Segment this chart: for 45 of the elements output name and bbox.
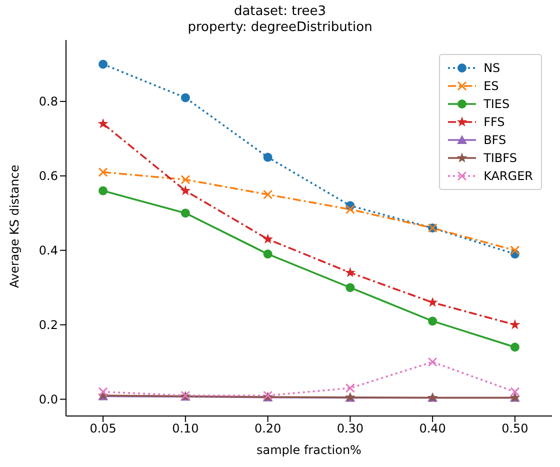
point	[263, 190, 273, 200]
point	[98, 167, 108, 177]
point	[180, 93, 190, 102]
legend-label: NS	[484, 60, 500, 77]
point	[510, 246, 520, 256]
point	[180, 208, 190, 218]
legend-label: KARGER	[484, 168, 533, 185]
point	[180, 185, 191, 196]
point	[262, 234, 274, 244]
chart-title: dataset: tree3	[232, 4, 328, 20]
point	[346, 283, 355, 292]
x-tick-label: 0.50	[502, 422, 528, 436]
y-tick-label: 0.0	[38, 392, 58, 407]
point	[98, 387, 108, 397]
point	[180, 174, 190, 184]
y-tick-label: 0.4	[38, 244, 58, 258]
point	[263, 250, 272, 259]
point	[510, 319, 520, 330]
y-tick-label: 0.8	[38, 94, 58, 109]
point	[98, 186, 108, 196]
x-tick-label: 0.20	[254, 422, 282, 436]
point	[510, 342, 520, 352]
point	[428, 357, 438, 367]
x-tick-label: 0.10	[172, 422, 199, 436]
x-tick-label: 0.05	[90, 422, 116, 436]
x-tick-label: 0.30	[336, 422, 364, 436]
y-axis-title: Average KS distance	[7, 164, 22, 288]
y-tick-label: 0.6	[38, 169, 58, 184]
point	[510, 387, 520, 397]
legend-label: TIBFS	[484, 150, 517, 167]
legend-label: BFS	[484, 132, 506, 149]
legend-label: TIES	[484, 96, 510, 113]
point	[345, 383, 355, 393]
point	[98, 60, 108, 69]
legend-label: FFS	[484, 114, 505, 131]
y-tick-label: 0.2	[38, 318, 58, 332]
point	[428, 316, 438, 326]
chart-subtitle: property: degreeDistribution	[186, 20, 374, 36]
point	[345, 204, 355, 214]
x-axis-title: sample fraction%	[256, 443, 362, 457]
point	[98, 118, 108, 128]
point	[344, 267, 356, 278]
x-tick-label: 0.40	[419, 422, 446, 436]
legend-label: ES	[484, 78, 499, 95]
point	[263, 152, 272, 162]
